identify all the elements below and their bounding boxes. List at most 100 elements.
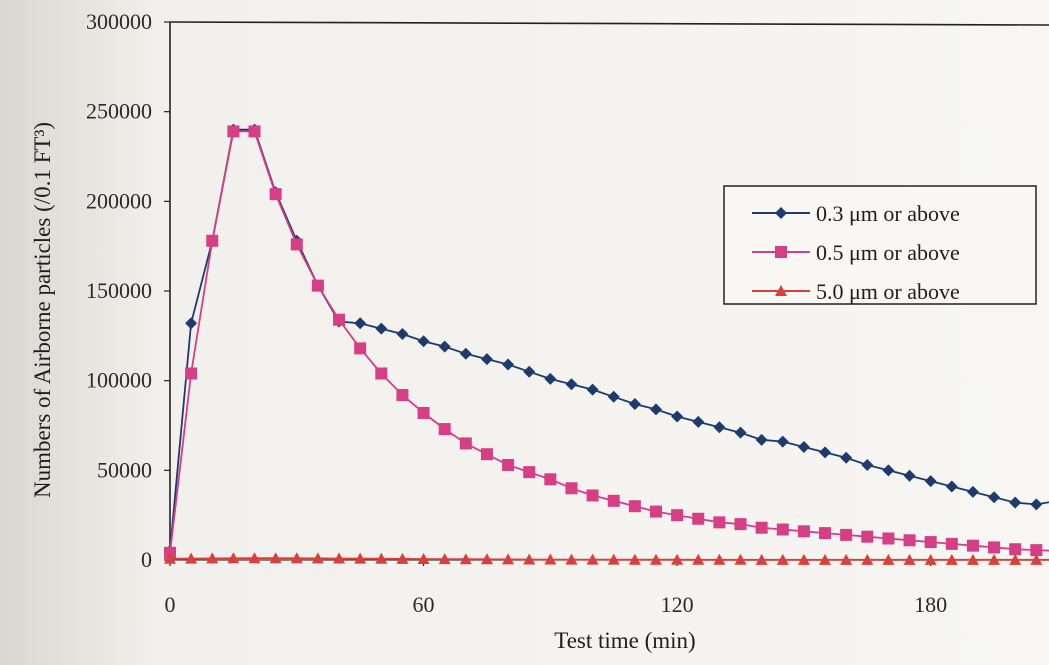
data-point-square bbox=[269, 188, 282, 201]
data-point-square bbox=[354, 342, 367, 355]
data-point-triangle bbox=[734, 553, 747, 565]
data-point-square bbox=[840, 528, 853, 541]
plot-top-border bbox=[169, 21, 1049, 26]
data-point-square bbox=[628, 500, 641, 513]
y-tick-label: 300000 bbox=[86, 9, 152, 34]
data-point-diamond bbox=[1009, 496, 1022, 509]
data-point-triangle bbox=[480, 553, 493, 565]
data-point-diamond bbox=[1030, 498, 1043, 511]
data-point-diamond bbox=[966, 485, 979, 498]
y-tick-label: 0 bbox=[141, 547, 152, 572]
data-point-triangle bbox=[755, 553, 768, 565]
data-point-square bbox=[544, 473, 557, 486]
data-point-diamond bbox=[649, 403, 662, 416]
legend: 0.3 μm or above 0.5 μm or above 5.0 μm or … bbox=[723, 185, 1037, 305]
data-point-square bbox=[797, 525, 810, 538]
x-axis-ticks: 0 60 120 180 bbox=[165, 560, 947, 617]
data-point-square bbox=[417, 406, 430, 419]
data-point-diamond bbox=[565, 378, 578, 391]
data-point-triangle bbox=[586, 553, 599, 565]
data-point-triangle bbox=[185, 552, 198, 564]
data-point-square bbox=[966, 539, 979, 552]
data-point-diamond bbox=[502, 358, 515, 371]
data-point-diamond bbox=[988, 491, 1001, 504]
data-point-diamond bbox=[628, 397, 641, 410]
data-point-square bbox=[333, 313, 346, 326]
data-point-square bbox=[565, 482, 578, 495]
y-tick-label: 250000 bbox=[86, 99, 152, 124]
data-point-diamond bbox=[734, 426, 747, 439]
y-axis-ticks: 0 50000 100000 150000 200000 250000 300000 bbox=[86, 9, 170, 572]
data-point-triangle bbox=[333, 552, 346, 564]
data-point-triangle bbox=[797, 553, 810, 565]
data-point-triangle bbox=[544, 553, 557, 565]
legend-label: 5.0 μm or above bbox=[816, 279, 960, 304]
data-point-triangle bbox=[1009, 553, 1022, 565]
data-point-triangle bbox=[861, 553, 874, 565]
data-point-triangle bbox=[438, 553, 451, 565]
data-point-diamond bbox=[861, 458, 874, 471]
data-point-triangle bbox=[628, 553, 641, 565]
data-point-square bbox=[248, 125, 261, 138]
data-point-triangle bbox=[924, 553, 937, 565]
data-point-diamond bbox=[480, 353, 493, 366]
data-point-triangle bbox=[459, 553, 472, 565]
data-point-square bbox=[861, 530, 874, 543]
data-point-triangle bbox=[354, 552, 367, 564]
data-point-triangle bbox=[649, 553, 662, 565]
data-point-square bbox=[1009, 543, 1022, 556]
data-point-diamond bbox=[819, 446, 832, 459]
data-point-square bbox=[713, 516, 726, 529]
data-point-triangle bbox=[607, 553, 620, 565]
data-point-square bbox=[776, 523, 789, 536]
y-axis-title: Numbers of Airborne particles (/0.1 FT³) bbox=[30, 122, 55, 498]
data-point-square bbox=[185, 367, 198, 380]
data-point-diamond bbox=[945, 480, 958, 493]
data-point-triangle bbox=[671, 553, 684, 565]
data-point-diamond bbox=[459, 347, 472, 360]
data-point-square bbox=[903, 534, 916, 547]
y-tick-label: 150000 bbox=[86, 278, 152, 303]
data-point-triangle bbox=[776, 553, 789, 565]
data-point-square bbox=[649, 505, 662, 518]
data-point-diamond bbox=[924, 475, 937, 488]
data-point-square bbox=[819, 527, 832, 540]
x-tick-label: 0 bbox=[165, 592, 176, 617]
data-point-square bbox=[671, 509, 684, 522]
data-point-square bbox=[692, 512, 705, 525]
data-point-square bbox=[924, 536, 937, 549]
series-layer bbox=[164, 123, 1049, 565]
data-point-diamond bbox=[797, 441, 810, 454]
data-point-square bbox=[988, 541, 1001, 554]
data-point-triangle bbox=[375, 552, 388, 564]
data-point-triangle bbox=[206, 552, 219, 564]
data-point-square bbox=[459, 437, 472, 450]
data-point-triangle bbox=[988, 553, 1001, 565]
y-tick-label: 200000 bbox=[86, 188, 152, 213]
data-point-square bbox=[438, 423, 451, 436]
data-point-triangle bbox=[227, 552, 240, 564]
data-point-square bbox=[523, 466, 536, 479]
data-point-square bbox=[586, 489, 599, 502]
data-point-triangle bbox=[1030, 553, 1043, 565]
data-point-diamond bbox=[375, 322, 388, 335]
legend-label: 0.5 μm or above bbox=[816, 240, 960, 265]
data-point-triangle bbox=[713, 553, 726, 565]
data-point-triangle bbox=[945, 553, 958, 565]
data-point-square bbox=[607, 494, 620, 507]
data-point-triangle bbox=[882, 553, 895, 565]
data-point-triangle bbox=[966, 553, 979, 565]
data-point-square bbox=[755, 521, 768, 534]
y-tick-label: 50000 bbox=[97, 457, 152, 482]
legend-marker-diamond bbox=[775, 207, 787, 219]
data-point-triangle bbox=[903, 553, 916, 565]
data-point-diamond bbox=[438, 340, 451, 353]
data-point-square bbox=[227, 125, 240, 138]
x-tick-label: 60 bbox=[413, 592, 435, 617]
legend-box bbox=[723, 185, 1037, 305]
data-point-square bbox=[206, 234, 219, 247]
series-square bbox=[164, 125, 1049, 559]
data-point-triangle bbox=[248, 552, 261, 564]
